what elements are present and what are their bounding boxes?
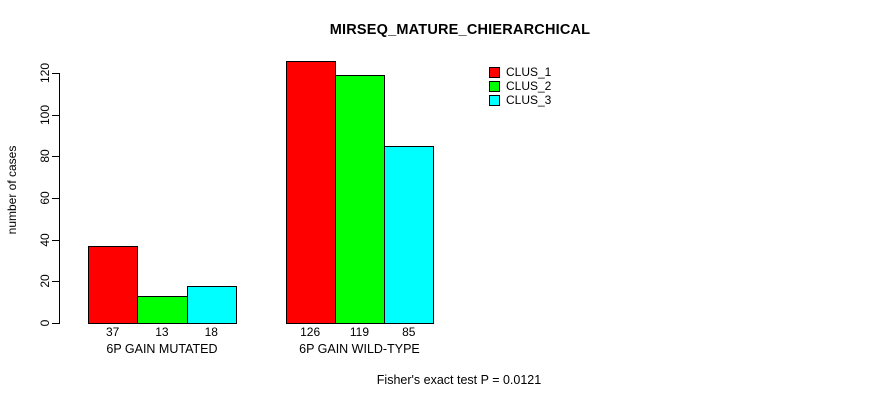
y-tick-label: 100: [38, 104, 52, 125]
y-tick-label: 120: [38, 62, 52, 84]
y-axis-line: [59, 73, 60, 324]
bar-clus_3-1: [186, 285, 237, 324]
bar-value-label: 126: [300, 325, 321, 339]
legend-row-clus_2: CLUS_2: [489, 79, 551, 93]
bar-value-label: 85: [402, 325, 416, 339]
x-group-label: 6P GAIN WILD-TYPE: [299, 342, 420, 356]
y-tick-label: 60: [38, 191, 52, 205]
annotation-text: Fisher's exact test P = 0.0121: [376, 373, 542, 387]
bar-clus_1-2: [285, 60, 336, 324]
bar-value-label: 37: [105, 325, 120, 339]
bar-value-label: 18: [204, 325, 218, 339]
y-tick-label: 80: [38, 149, 52, 164]
chart-title: MIRSEQ_MATURE_CHIERARCHICAL: [329, 22, 591, 38]
legend-label: CLUS_1: [506, 65, 552, 79]
y-tick-label: 0: [38, 319, 52, 327]
legend-swatch-icon: [489, 94, 500, 106]
y-axis-tick: [52, 323, 59, 324]
bar-clus_2-1: [137, 295, 188, 324]
y-axis-tick: [52, 281, 59, 283]
y-axis-label: number of cases: [5, 145, 19, 235]
y-axis-tick: [52, 239, 59, 241]
x-group-label: 6P GAIN MUTATED: [106, 342, 218, 356]
bar-clus_3-2: [384, 145, 435, 324]
legend-swatch-icon: [489, 66, 500, 78]
legend-label: CLUS_3: [506, 93, 552, 107]
legend-label: CLUS_2: [506, 79, 552, 93]
y-axis-tick: [52, 156, 59, 158]
y-tick-label: 20: [38, 274, 52, 289]
y-tick-label: 40: [38, 232, 52, 247]
bar-clus_1-1: [88, 245, 139, 324]
bar-clus_2-2: [334, 75, 386, 324]
legend: CLUS_1 CLUS_2 CLUS_3: [489, 65, 551, 107]
legend-swatch-icon: [489, 80, 500, 92]
legend-row-clus_1: CLUS_1: [489, 65, 551, 79]
legend-row-clus_3: CLUS_3: [489, 93, 551, 107]
y-axis-tick: [52, 198, 59, 199]
bar-value-label: 13: [155, 325, 169, 339]
y-axis-tick: [52, 114, 59, 116]
y-axis-tick: [52, 73, 59, 74]
bar-value-label: 119: [349, 325, 370, 339]
